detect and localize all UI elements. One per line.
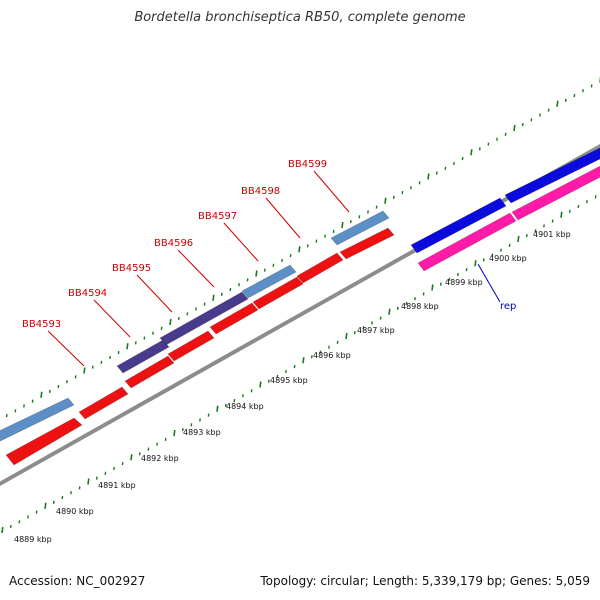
- scale-tick: [44, 502, 47, 509]
- gene-feature[interactable]: [78, 386, 129, 420]
- scale-label: 4897 kbp: [357, 326, 395, 335]
- scale-label: 4899 kbp: [445, 278, 483, 287]
- scale-tick: [259, 381, 262, 388]
- scale-tick: [341, 221, 344, 229]
- scale-tick: [83, 367, 86, 374]
- gene-feature[interactable]: [296, 252, 344, 284]
- scale-label: 4900 kbp: [489, 254, 527, 263]
- scale-tick: [517, 235, 520, 243]
- scale-tick: [298, 246, 301, 253]
- gene-leader-line: [93, 299, 131, 338]
- scale-label: 4893 kbp: [183, 428, 221, 437]
- scale-label: 4898 kbp: [401, 302, 439, 311]
- scale-tick: [255, 270, 258, 277]
- gene-label[interactable]: BB4596: [154, 238, 193, 249]
- gene-feature[interactable]: [504, 147, 600, 204]
- gene-feature[interactable]: [241, 264, 297, 299]
- scale-tick: [1, 526, 4, 534]
- outer-tick-track: [5, 76, 600, 418]
- gene-leader-line: [313, 170, 350, 213]
- gene-feature[interactable]: [167, 330, 215, 362]
- gene-leader-lines: [47, 170, 501, 367]
- scale-label: 4901 kbp: [533, 230, 571, 239]
- map-title: Bordetella bronchiseptica RB50, complete…: [134, 10, 466, 25]
- gene-feature[interactable]: [410, 197, 507, 254]
- gene-label[interactable]: rep: [500, 301, 516, 312]
- genome-backbone: [0, 143, 600, 487]
- scale-tick: [474, 260, 477, 267]
- gene-feature[interactable]: [209, 302, 259, 335]
- scale-tick: [212, 294, 215, 301]
- scale-label: 4892 kbp: [141, 454, 179, 463]
- scale-label: 4895 kbp: [270, 376, 308, 385]
- gene-label[interactable]: BB4598: [241, 186, 280, 197]
- scale-tick: [173, 429, 176, 437]
- scale-label: 4889 kbp: [14, 535, 52, 544]
- gene-feature[interactable]: [339, 227, 395, 260]
- scale-labels: 4889 kbp 4890 kbp 4891 kbp 4892 kbp 4893 kbp…: [14, 230, 571, 544]
- gene-feature[interactable]: [124, 355, 175, 389]
- gene-labels: BB4593 BB4594 BB4595 BB4596 BB4597 BB4598 BB45…: [22, 159, 516, 330]
- scale-tick: [216, 405, 219, 412]
- gene-label[interactable]: BB4594: [68, 288, 107, 299]
- inner-tick-track: [1, 195, 597, 534]
- scale-tick: [384, 197, 387, 204]
- scale-tick: [126, 343, 129, 350]
- scale-label: 4890 kbp: [56, 507, 94, 516]
- scale-tick: [302, 357, 305, 364]
- gene-leader-line: [265, 197, 301, 239]
- gene-label[interactable]: BB4599: [288, 159, 327, 170]
- scale-label: 4894 kbp: [226, 402, 264, 411]
- gene-feature[interactable]: [159, 291, 249, 346]
- scale-tick: [431, 284, 434, 291]
- scale-tick: [130, 454, 133, 461]
- gene-leader-line: [177, 249, 215, 288]
- gene-label[interactable]: BB4597: [198, 211, 237, 222]
- scale-tick: [388, 308, 391, 315]
- gene-leader-line: [223, 222, 259, 262]
- gene-leader-line: [136, 274, 173, 313]
- gene-feature[interactable]: [330, 210, 390, 246]
- gene-feature[interactable]: [511, 164, 600, 221]
- gene-leader-line: [47, 330, 85, 367]
- gene-feature[interactable]: [116, 339, 170, 374]
- scale-tick: [427, 173, 430, 180]
- gene-feature[interactable]: [252, 276, 304, 310]
- genome-summary-text: Topology: circular; Length: 5,339,179 bp…: [260, 574, 590, 588]
- gene-label[interactable]: BB4593: [22, 319, 61, 330]
- gene-feature[interactable]: [0, 397, 75, 451]
- gene-leader-line: [477, 263, 501, 303]
- gene-feature[interactable]: [5, 417, 83, 466]
- scale-label: 4896 kbp: [313, 351, 351, 360]
- scale-tick: [470, 149, 473, 156]
- scale-tick: [560, 211, 563, 218]
- accession-text: Accession: NC_002927: [9, 574, 146, 588]
- gene-feature[interactable]: [417, 212, 517, 272]
- scale-tick: [345, 332, 348, 340]
- scale-label: 4891 kbp: [98, 481, 136, 490]
- scale-tick: [40, 391, 43, 398]
- scale-tick: [169, 318, 172, 326]
- scale-tick: [87, 478, 90, 485]
- scale-tick: [556, 100, 559, 107]
- gene-label[interactable]: BB4595: [112, 263, 151, 274]
- scale-tick: [513, 124, 516, 132]
